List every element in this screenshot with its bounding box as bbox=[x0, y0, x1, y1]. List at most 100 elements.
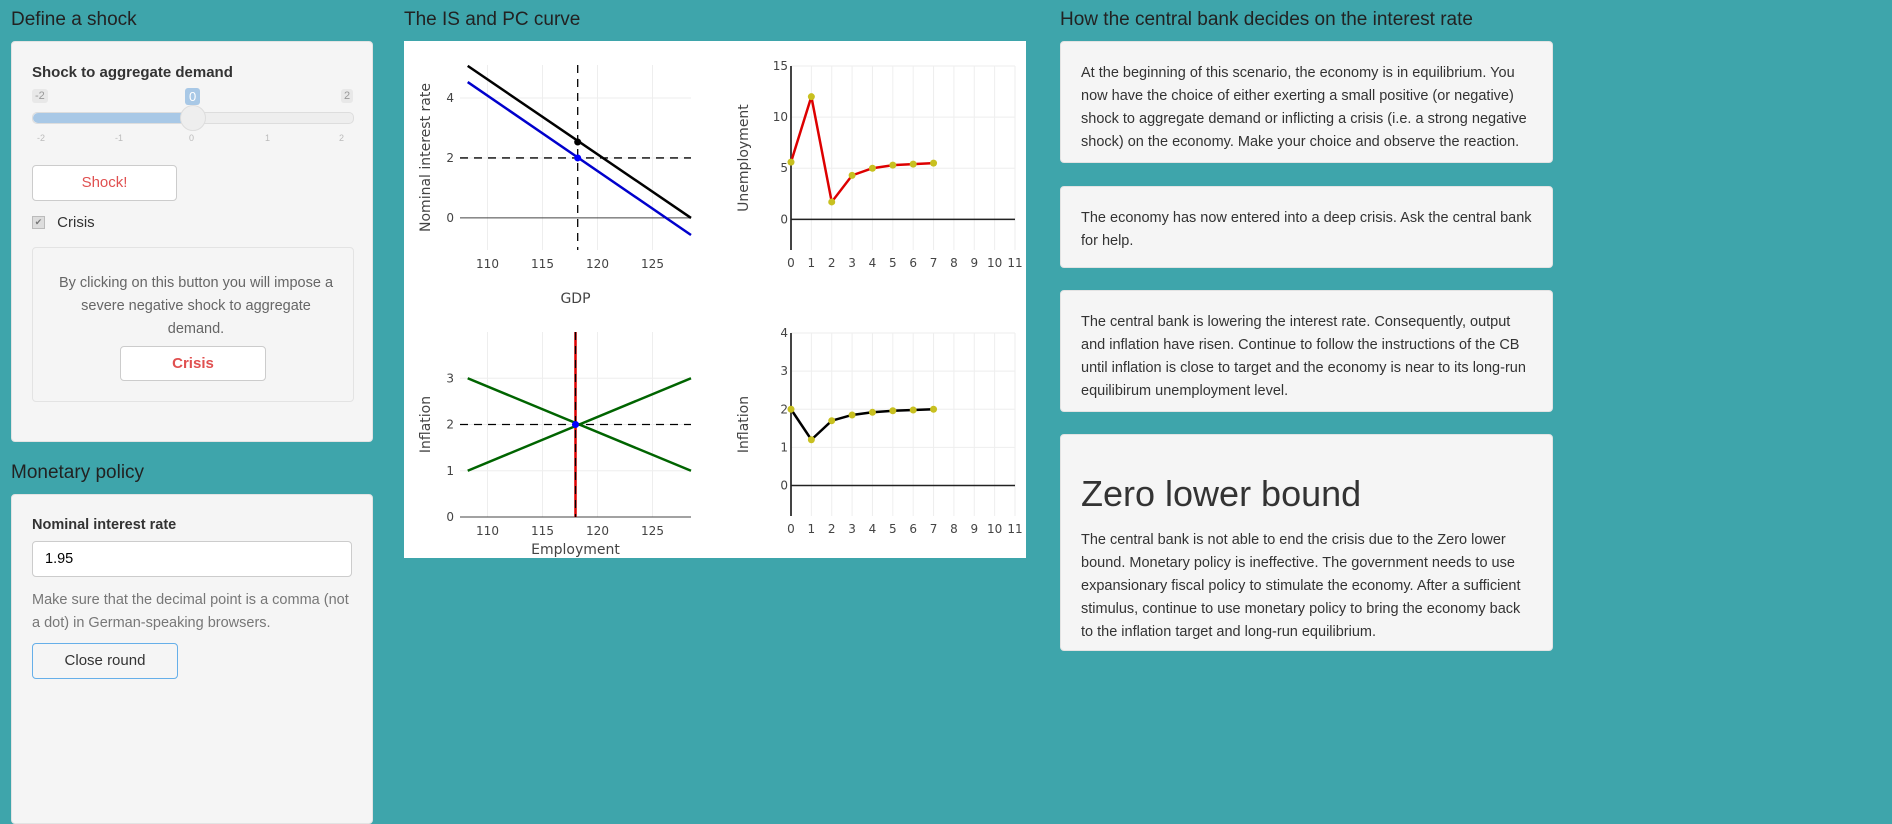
y-tick-label: 2 bbox=[446, 418, 454, 432]
slider-ticks: -2 -1 0 1 2 bbox=[32, 130, 352, 150]
x-tick-label: 3 bbox=[848, 256, 856, 270]
shock-panel: Shock to aggregate demand -2 0 2 -2 -1 0… bbox=[11, 41, 373, 442]
x-tick-label: 0 bbox=[787, 256, 795, 270]
slider-value-label: 0 bbox=[185, 88, 201, 105]
info-text-1: At the beginning of this scenario, the e… bbox=[1081, 65, 1527, 150]
y-axis-label: Unemployment bbox=[736, 104, 752, 212]
data-point bbox=[909, 406, 917, 414]
equilibrium-point bbox=[574, 138, 582, 146]
slider-tick: -2 bbox=[37, 133, 46, 143]
data-point bbox=[889, 161, 897, 169]
y-tick-label: 4 bbox=[446, 91, 454, 105]
x-tick-label: 115 bbox=[531, 524, 554, 538]
crisis-info-box: By clicking on this button you will impo… bbox=[32, 247, 354, 402]
x-axis-label: Employment bbox=[531, 542, 620, 558]
y-tick-label: 15 bbox=[773, 59, 788, 73]
data-point bbox=[787, 405, 795, 413]
x-tick-label: 6 bbox=[909, 256, 917, 270]
series-line bbox=[789, 408, 934, 442]
x-tick-label: 10 bbox=[987, 256, 1002, 270]
y-tick-label: 2 bbox=[446, 151, 454, 165]
x-tick-label: 10 bbox=[987, 522, 1002, 536]
info-box-2: The economy has now entered into a deep … bbox=[1060, 186, 1553, 268]
x-tick-label: 5 bbox=[889, 522, 897, 536]
x-tick-label: 1 bbox=[808, 522, 816, 536]
data-point bbox=[787, 158, 795, 166]
info-box-1: At the beginning of this scenario, the e… bbox=[1060, 41, 1553, 163]
y-axis-label: Nominal interest rate bbox=[418, 83, 434, 232]
x-tick-label: 11 bbox=[1007, 256, 1022, 270]
y-tick-label: 4 bbox=[780, 326, 788, 340]
monetary-panel: Nominal interest rate Make sure that the… bbox=[11, 494, 373, 824]
y-tick-label: 5 bbox=[780, 161, 788, 175]
chart-panel: 110 115 120 125 0 2 4 Nominal interest rate GDP 0… bbox=[404, 41, 1026, 558]
rate-input[interactable] bbox=[32, 541, 352, 577]
zlb-title: Zero lower bound bbox=[1081, 473, 1362, 514]
x-tick-label: 0 bbox=[787, 522, 795, 536]
y-tick-label: 1 bbox=[780, 440, 788, 454]
x-tick-label: 110 bbox=[476, 257, 499, 271]
slider-label: Shock to aggregate demand bbox=[32, 64, 233, 81]
x-tick-label: 125 bbox=[641, 257, 664, 271]
y-tick-label: 1 bbox=[446, 464, 454, 478]
x-tick-label: 125 bbox=[641, 524, 664, 538]
series-line bbox=[467, 377, 692, 472]
x-tick-label: 5 bbox=[889, 256, 897, 270]
data-point bbox=[909, 160, 917, 168]
equilibrium-point bbox=[574, 154, 582, 162]
crisis-checkbox-row[interactable]: ✔ Crisis bbox=[32, 213, 95, 231]
crisis-info-text: By clicking on this button you will impo… bbox=[58, 275, 334, 337]
y-tick-label: 10 bbox=[773, 110, 788, 124]
data-point bbox=[889, 407, 897, 415]
slider-handle[interactable] bbox=[180, 105, 206, 131]
data-point bbox=[868, 408, 876, 416]
x-tick-label: 8 bbox=[950, 522, 958, 536]
y-tick-label: 0 bbox=[446, 211, 454, 225]
x-tick-label: 120 bbox=[586, 524, 609, 538]
x-tick-label: 1 bbox=[808, 256, 816, 270]
x-tick-label: 120 bbox=[586, 257, 609, 271]
slider-max-label: 2 bbox=[341, 89, 354, 103]
slider-tick: -1 bbox=[115, 133, 124, 143]
x-tick-label: 7 bbox=[930, 522, 938, 536]
shock-button[interactable]: Shock! bbox=[32, 165, 177, 201]
x-tick-label: 110 bbox=[476, 524, 499, 538]
x-tick-label: 3 bbox=[848, 522, 856, 536]
rate-help-text: Make sure that the decimal point is a co… bbox=[32, 592, 349, 631]
x-tick-label: 9 bbox=[970, 522, 978, 536]
data-point bbox=[930, 405, 938, 413]
data-point bbox=[868, 164, 876, 172]
crisis-checkbox[interactable]: ✔ bbox=[32, 215, 45, 229]
x-tick-label: 6 bbox=[909, 522, 917, 536]
data-point bbox=[828, 417, 836, 425]
y-tick-label: 3 bbox=[780, 364, 788, 378]
x-tick-label: 2 bbox=[828, 522, 836, 536]
x-axis-label: GDP bbox=[560, 291, 590, 307]
data-point bbox=[828, 198, 836, 206]
info-text-2: The economy has now entered into a deep … bbox=[1081, 210, 1532, 249]
crisis-button[interactable]: Crisis bbox=[120, 346, 266, 381]
equilibrium-point bbox=[572, 421, 579, 428]
info-text-3: The central bank is lowering the interes… bbox=[1081, 314, 1526, 399]
y-tick-label: 2 bbox=[780, 402, 788, 416]
zlb-box: Zero lower bound The central bank is not… bbox=[1060, 434, 1553, 651]
close-round-button[interactable]: Close round bbox=[32, 643, 178, 679]
x-tick-label: 9 bbox=[970, 256, 978, 270]
shock-section-title: Define a shock bbox=[11, 9, 137, 30]
zlb-text: The central bank is not able to end the … bbox=[1081, 532, 1521, 640]
x-tick-label: 8 bbox=[950, 256, 958, 270]
info-box-3: The central bank is lowering the interes… bbox=[1060, 290, 1553, 412]
slider-min-label: -2 bbox=[32, 89, 48, 103]
x-tick-label: 7 bbox=[930, 256, 938, 270]
data-point bbox=[807, 436, 815, 444]
y-axis-label: Inflation bbox=[418, 396, 434, 453]
y-tick-label: 0 bbox=[780, 212, 788, 226]
slider-fill bbox=[33, 113, 193, 123]
x-tick-label: 115 bbox=[531, 257, 554, 271]
cb-section-title: How the central bank decides on the inte… bbox=[1060, 9, 1473, 30]
slider-tick: 2 bbox=[339, 133, 345, 143]
data-point bbox=[930, 159, 938, 167]
slider-tick: 0 bbox=[189, 133, 195, 143]
series-line bbox=[789, 96, 934, 205]
